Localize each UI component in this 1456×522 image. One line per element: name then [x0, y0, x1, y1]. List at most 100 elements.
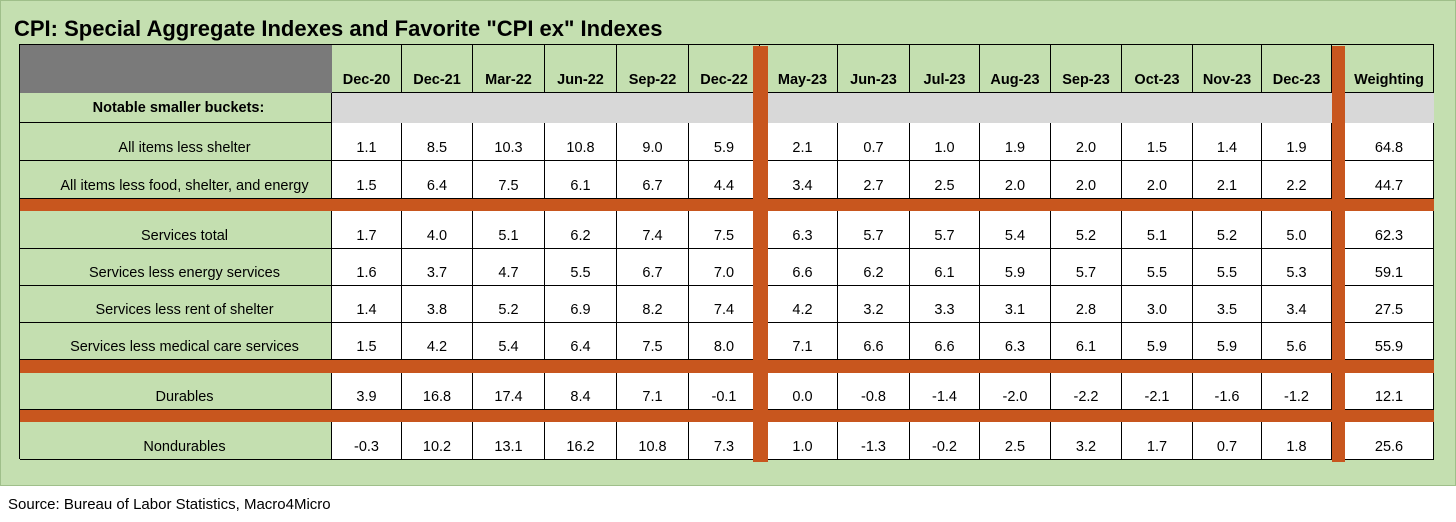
table-cell: 7.5: [617, 323, 689, 360]
table-cell: 2.5: [910, 161, 980, 199]
table-cell: 4.0: [402, 211, 473, 249]
table-cell: 6.2: [838, 249, 910, 286]
weighting-cell: 25.6: [1345, 422, 1434, 460]
divider-horizontal: [20, 360, 1434, 373]
header-corner-block: [20, 45, 332, 93]
divider-vertical: [753, 46, 768, 462]
table-cell: 3.2: [1051, 422, 1122, 460]
table-cell: 6.4: [545, 323, 617, 360]
table-cell: 5.5: [1193, 249, 1262, 286]
table-cell: 8.4: [545, 373, 617, 410]
table-cell: 0.7: [1193, 422, 1262, 460]
column-header: Sep-23: [1051, 45, 1122, 93]
source-note: Source: Bureau of Labor Statistics, Macr…: [8, 496, 331, 513]
table-cell: 1.8: [1262, 422, 1332, 460]
table-cell: 10.8: [617, 422, 689, 460]
table-cell: 2.2: [1262, 161, 1332, 199]
column-header: Dec-20: [332, 45, 402, 93]
table-cell: 1.9: [1262, 123, 1332, 161]
table-cell: 5.1: [473, 211, 545, 249]
column-header: Jun-22: [545, 45, 617, 93]
table-cell: 7.3: [689, 422, 760, 460]
table-cell: 6.4: [402, 161, 473, 199]
table-cell: 6.3: [980, 323, 1051, 360]
table-cell: 0.0: [768, 373, 838, 410]
table-cell: 2.0: [1122, 161, 1193, 199]
table-cell: 2.0: [980, 161, 1051, 199]
row-label: Services total: [20, 211, 332, 249]
table-cell: 1.5: [332, 323, 402, 360]
table-cell: 3.2: [838, 286, 910, 323]
table-cell: 1.6: [332, 249, 402, 286]
table-cell: 13.1: [473, 422, 545, 460]
row-label: Nondurables: [20, 422, 332, 460]
table-cell: 16.2: [545, 422, 617, 460]
column-header: Sep-22: [617, 45, 689, 93]
table-cell: 2.5: [980, 422, 1051, 460]
row-label: Services less rent of shelter: [20, 286, 332, 323]
row-label: All items less food, shelter, and energy: [20, 161, 332, 199]
table-cell: -2.1: [1122, 373, 1193, 410]
table-cell: 16.8: [402, 373, 473, 410]
column-header: Dec-21: [402, 45, 473, 93]
chart-title: CPI: Special Aggregate Indexes and Favor…: [14, 16, 663, 41]
table-cell: 1.7: [1122, 422, 1193, 460]
table-cell: 1.0: [910, 123, 980, 161]
weighting-cell: 12.1: [1345, 373, 1434, 410]
table-cell: 8.5: [402, 123, 473, 161]
weighting-cell: 62.3: [1345, 211, 1434, 249]
table-cell: 2.1: [1193, 161, 1262, 199]
blank-row-right: [768, 93, 1332, 123]
table-cell: 1.5: [332, 161, 402, 199]
table-cell: 7.5: [473, 161, 545, 199]
table-cell: 5.9: [1122, 323, 1193, 360]
table-cell: 2.8: [1051, 286, 1122, 323]
table-cell: 7.4: [617, 211, 689, 249]
divider-horizontal: [20, 199, 1434, 211]
table-cell: 2.0: [1051, 123, 1122, 161]
table-cell: 3.0: [1122, 286, 1193, 323]
table-cell: 3.5: [1193, 286, 1262, 323]
column-header: May-23: [768, 45, 838, 93]
table-cell: 6.6: [838, 323, 910, 360]
table-cell: -2.0: [980, 373, 1051, 410]
weighting-cell: 64.8: [1345, 123, 1434, 161]
table-cell: 3.9: [332, 373, 402, 410]
table-cell: 5.4: [473, 323, 545, 360]
table-cell: 3.3: [910, 286, 980, 323]
table-cell: 5.7: [910, 211, 980, 249]
row-label: Services less medical care services: [20, 323, 332, 360]
table-cell: 5.2: [473, 286, 545, 323]
table-cell: 10.2: [402, 422, 473, 460]
divider-vertical: [1332, 46, 1345, 462]
table-cell: 5.2: [1193, 211, 1262, 249]
column-header: Mar-22: [473, 45, 545, 93]
table-cell: 8.0: [689, 323, 760, 360]
table-cell: -0.8: [838, 373, 910, 410]
table-cell: 7.1: [617, 373, 689, 410]
weighting-cell: 59.1: [1345, 249, 1434, 286]
table-cell: 4.2: [768, 286, 838, 323]
table-cell: 7.1: [768, 323, 838, 360]
table-cell: 3.4: [768, 161, 838, 199]
row-label: Services less energy services: [20, 249, 332, 286]
table-cell: 4.7: [473, 249, 545, 286]
table-cell: 5.5: [1122, 249, 1193, 286]
table-cell: 7.0: [689, 249, 760, 286]
divider-horizontal: [20, 410, 1434, 422]
table-cell: 2.1: [768, 123, 838, 161]
table-cell: -1.2: [1262, 373, 1332, 410]
section-label: Notable smaller buckets:: [20, 93, 332, 123]
table-cell: -0.1: [689, 373, 760, 410]
table-cell: 1.1: [332, 123, 402, 161]
table-cell: -1.4: [910, 373, 980, 410]
table-cell: 5.5: [545, 249, 617, 286]
column-header-weighting: Weighting: [1345, 45, 1434, 93]
blank-row-left: [332, 93, 753, 123]
table-cell: 1.4: [332, 286, 402, 323]
table-cell: 6.6: [768, 249, 838, 286]
table-cell: 5.3: [1262, 249, 1332, 286]
table-cell: 5.9: [980, 249, 1051, 286]
table-cell: 9.0: [617, 123, 689, 161]
table-cell: 3.7: [402, 249, 473, 286]
